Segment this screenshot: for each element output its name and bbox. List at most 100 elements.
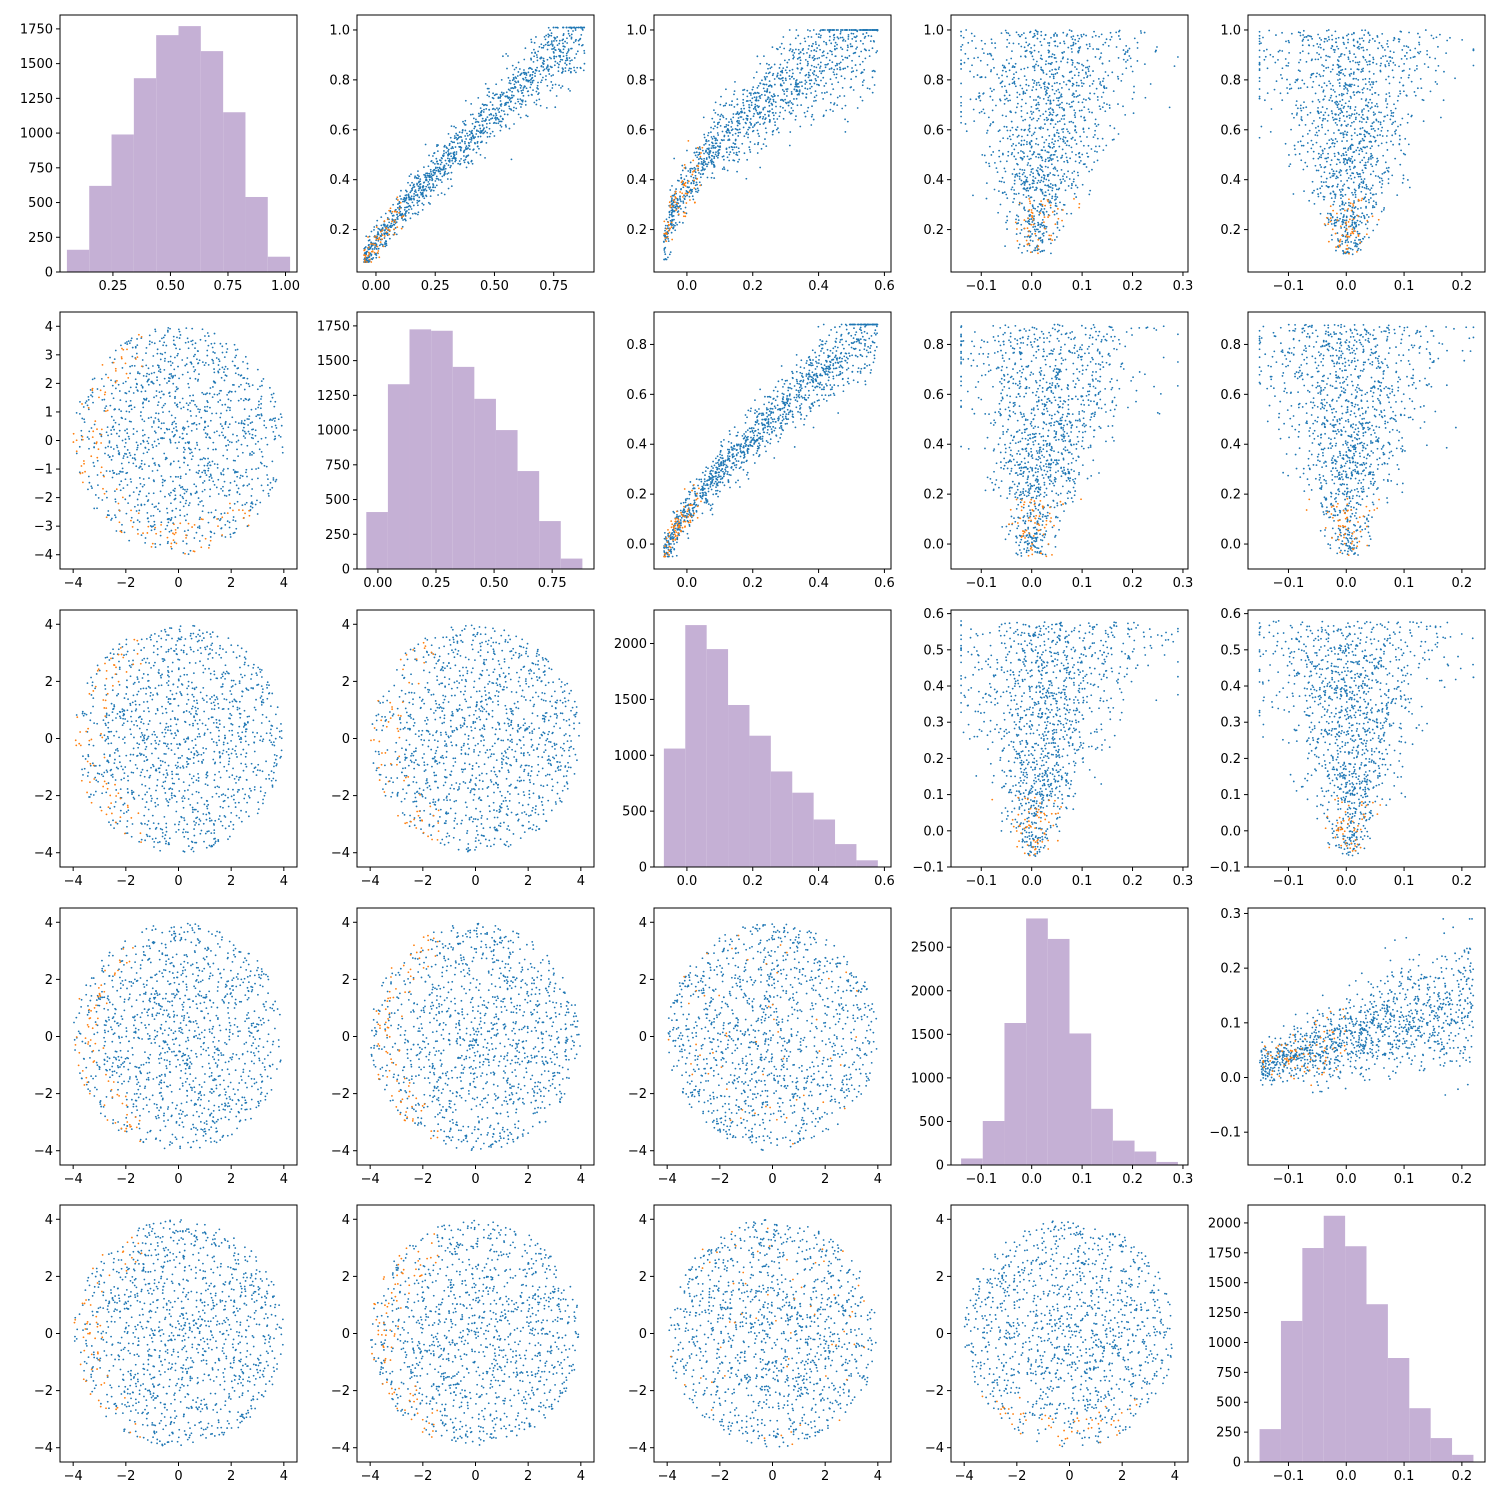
scatter-point [1044, 191, 1047, 194]
scatter-point [728, 121, 730, 123]
scatter-point [550, 40, 553, 43]
scatter-point [468, 133, 471, 136]
scatter-point [822, 115, 825, 118]
scatter-point [1075, 90, 1078, 92]
scatter-point [739, 131, 742, 134]
scatter-point [1116, 75, 1119, 78]
scatter-point [999, 160, 1002, 163]
scatter-point [1325, 59, 1327, 62]
scatter-point [579, 26, 582, 29]
scatter-point [1335, 177, 1337, 180]
scatter-point [1039, 209, 1042, 212]
scatter-point [1322, 90, 1325, 93]
scatter-point [554, 83, 557, 86]
scatter-point [390, 212, 393, 215]
scatter-point [1013, 182, 1016, 185]
scatter-point [844, 40, 847, 42]
scatter-point-highlight [1054, 223, 1057, 226]
scatter-point [1054, 202, 1057, 205]
scatter-point [811, 105, 813, 108]
scatter-point [1038, 153, 1041, 156]
scatter-point [1049, 99, 1052, 102]
scatter-point [1030, 134, 1033, 137]
scatter-point-highlight [393, 228, 396, 231]
scatter-point [420, 189, 423, 192]
scatter-point [1387, 166, 1390, 169]
scatter-point [1359, 43, 1361, 46]
scatter-point [703, 157, 706, 160]
scatter-point [757, 113, 760, 116]
scatter-point [1073, 192, 1076, 195]
scatter-point [1104, 110, 1107, 113]
scatter-point [725, 117, 728, 120]
scatter-point [567, 69, 570, 72]
scatter-point [453, 125, 456, 128]
scatter-point [740, 107, 743, 110]
scatter-point [1025, 189, 1028, 192]
scatter-point [1354, 56, 1357, 59]
scatter-point [575, 53, 578, 55]
scatter-point [757, 132, 760, 135]
scatter-point [570, 36, 573, 39]
scatter-point [712, 135, 715, 138]
scatter-point [423, 166, 425, 169]
scatter-point [692, 176, 695, 179]
scatter-point [1328, 99, 1331, 102]
scatter-point [453, 141, 456, 144]
scatter-point [526, 90, 529, 93]
scatter-point [539, 104, 542, 107]
scatter-point-highlight [1030, 209, 1033, 211]
scatter-point [1029, 116, 1032, 119]
scatter-point-highlight [1028, 208, 1031, 211]
scatter-point [1004, 245, 1006, 248]
scatter-point [1037, 64, 1040, 67]
scatter-point [555, 39, 558, 42]
scatter-point [1043, 225, 1046, 228]
scatter-point [407, 181, 409, 184]
scatter-point [1335, 163, 1338, 166]
scatter-point [815, 33, 818, 36]
scatter-point [752, 115, 755, 118]
scatter-point [1021, 168, 1024, 171]
scatter-point [439, 179, 442, 181]
scatter-point [1025, 196, 1028, 199]
scatter-point [480, 131, 483, 134]
scatter-point [1028, 130, 1031, 133]
scatter-point [812, 42, 814, 45]
scatter-point [690, 182, 693, 185]
scatter-point [567, 32, 570, 35]
scatter-point [760, 93, 763, 96]
scatter-point [413, 176, 416, 179]
scatter-point [1122, 105, 1124, 108]
scatter-point [1054, 195, 1057, 198]
scatter-point [1293, 144, 1296, 147]
scatter-point [1336, 176, 1339, 179]
scatter-point [1031, 167, 1034, 170]
scatter-point [714, 101, 717, 104]
scatter-point [833, 102, 836, 105]
scatter-point [990, 69, 993, 71]
scatter-point-highlight [364, 248, 366, 251]
scatter-point [1087, 108, 1090, 111]
scatter-point-highlight [398, 211, 400, 214]
scatter-point [1035, 188, 1038, 191]
scatter-point [441, 154, 444, 157]
scatter-point [1354, 106, 1357, 108]
scatter-point [723, 168, 726, 171]
scatter-point [1354, 189, 1357, 192]
scatter-point [1258, 63, 1261, 66]
scatter-point [1328, 146, 1331, 149]
scatter-point [1052, 109, 1054, 111]
scatter-point [515, 81, 517, 84]
scatter-point [829, 93, 832, 96]
scatter-point [557, 48, 560, 51]
scatter-point [383, 232, 386, 235]
scatter-point [1025, 89, 1028, 92]
scatter-point [1357, 187, 1360, 189]
scatter-point [868, 55, 871, 58]
scatter-point [1053, 145, 1055, 148]
scatter-point [789, 77, 791, 80]
scatter-point [1329, 192, 1332, 195]
scatter-point [1045, 210, 1048, 213]
